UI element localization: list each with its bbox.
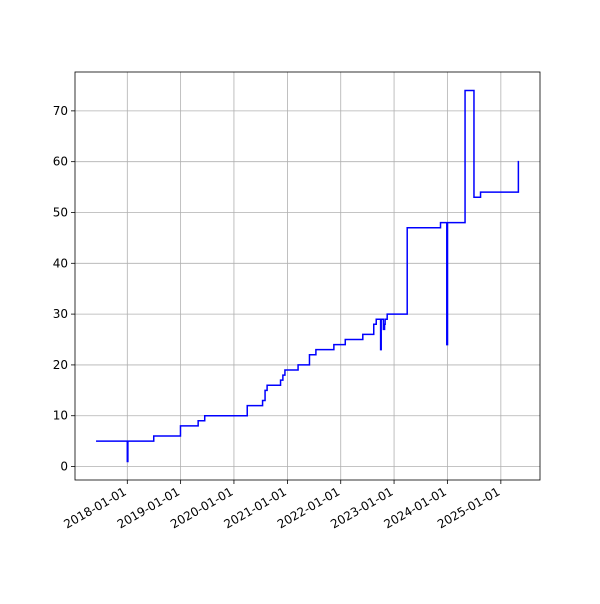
y-tick-label: 30 — [53, 307, 68, 321]
y-tick-label: 10 — [53, 409, 68, 423]
y-tick-label: 40 — [53, 256, 68, 270]
y-tick-label: 50 — [53, 205, 68, 219]
y-tick-label: 70 — [53, 104, 68, 118]
y-tick-label: 20 — [53, 358, 68, 372]
y-tick-label: 60 — [53, 155, 68, 169]
plot-frame — [74, 71, 541, 481]
data-line — [96, 89, 520, 463]
y-tick-label: 0 — [60, 460, 68, 474]
